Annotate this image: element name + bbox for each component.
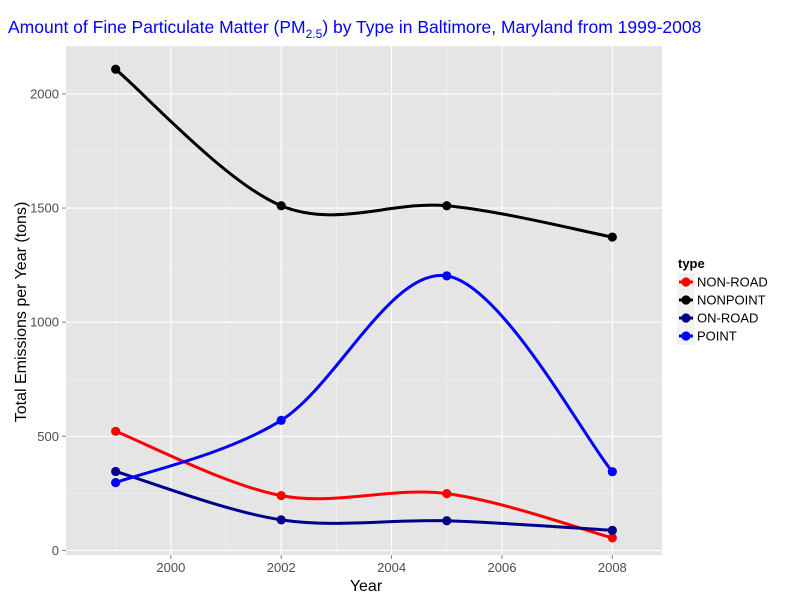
data-point-nonpoint — [442, 201, 452, 211]
y-tick-label: 2000 — [30, 86, 59, 101]
legend-title: type — [678, 256, 705, 271]
legend-item-non-road: NON-ROAD — [677, 273, 768, 291]
legend-item-on-road: ON-ROAD — [677, 309, 758, 327]
y-tick-labels: 0 500 1000 1500 2000 — [30, 86, 59, 558]
series-line-non-road — [114, 429, 614, 540]
legend: type NON-ROAD NONPOINT ON-ROAD POINT — [677, 256, 768, 345]
plot-panel — [66, 46, 662, 555]
chart-title-prefix: Amount of Fine Particulate Matter (PM — [8, 17, 306, 37]
data-point-non-road — [442, 489, 452, 499]
data-point-on-road — [442, 516, 452, 526]
legend-key-point — [681, 295, 691, 305]
series-line-on-road — [114, 469, 614, 532]
data-point-point — [442, 271, 452, 281]
y-tick-label: 1500 — [30, 201, 59, 216]
axis-ticks — [62, 93, 613, 559]
data-point-on-road — [276, 515, 286, 525]
legend-item-point: POINT — [677, 327, 737, 345]
chart-title-subscript: 2.5 — [306, 27, 323, 41]
x-tick-label: 2008 — [598, 560, 627, 575]
data-point-non-road — [607, 533, 617, 543]
y-tick-label: 500 — [37, 429, 59, 444]
data-point-point — [111, 478, 121, 488]
x-tick-label: 2002 — [267, 560, 296, 575]
x-axis-title: Year — [350, 578, 383, 595]
x-tick-label: 2006 — [488, 560, 517, 575]
series-line-nonpoint — [114, 67, 614, 239]
data-point-on-road — [607, 525, 617, 535]
x-tick-labels: 2000 2002 2004 2006 2008 — [156, 560, 626, 575]
data-point-non-road — [276, 491, 286, 501]
legend-label: ON-ROAD — [697, 311, 758, 326]
y-tick-label: 1000 — [30, 315, 59, 330]
legend-key-point — [681, 277, 691, 287]
data-point-nonpoint — [276, 201, 286, 211]
legend-label: POINT — [697, 329, 737, 344]
data-point-non-road — [111, 426, 121, 436]
legend-item-nonpoint: NONPOINT — [677, 291, 766, 309]
chart-title-suffix: ) by Type in Baltimore, Maryland from 19… — [322, 17, 701, 37]
data-point-point — [607, 467, 617, 477]
legend-label: NONPOINT — [697, 293, 766, 308]
legend-label: NON-ROAD — [697, 275, 768, 290]
minor-gridlines — [66, 46, 662, 555]
series-lines — [114, 67, 614, 540]
x-tick-label: 2004 — [377, 560, 406, 575]
legend-items: NON-ROAD NONPOINT ON-ROAD POINT — [677, 273, 768, 345]
chart-title: Amount of Fine Particulate Matter (PM2.5… — [8, 17, 701, 41]
series-points — [111, 64, 617, 543]
legend-key-point — [681, 331, 691, 341]
data-point-on-road — [111, 466, 121, 477]
y-axis-title: Total Emissions per Year (tons) — [13, 202, 30, 423]
data-point-nonpoint — [111, 64, 121, 74]
data-point-nonpoint — [607, 232, 617, 242]
data-point-point — [276, 415, 286, 425]
series-line-point — [114, 274, 614, 485]
x-tick-label: 2000 — [156, 560, 185, 575]
y-tick-label: 0 — [52, 543, 59, 558]
legend-key-point — [681, 313, 691, 323]
